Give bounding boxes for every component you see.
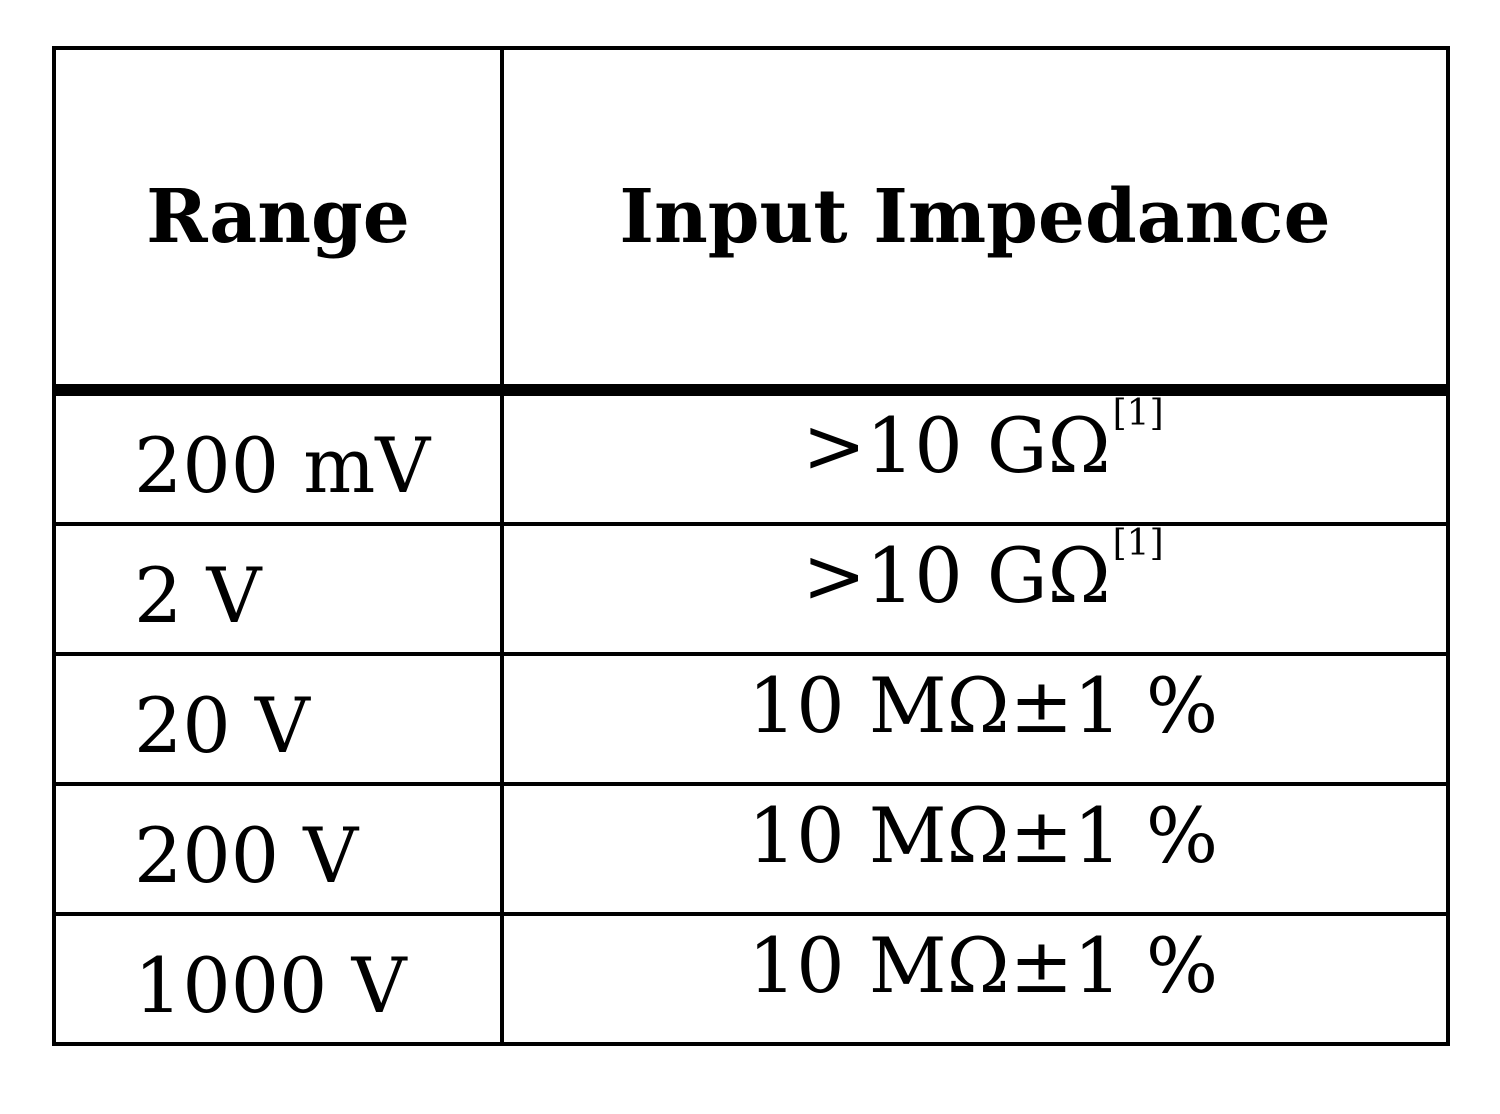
impedance-cell: >10 GΩ[1] <box>500 388 1450 526</box>
column-header-input-impedance: Input Impedance <box>500 46 1450 396</box>
table-row: 200 mV >10 GΩ[1] <box>52 388 1450 526</box>
range-cell: 20 V <box>52 652 504 786</box>
range-value: 20 V <box>134 680 310 770</box>
range-cell: 200 mV <box>52 388 504 526</box>
impedance-value: 10 MΩ±1 % <box>747 920 1219 1010</box>
table-row: 200 V 10 MΩ±1 % <box>52 782 1450 916</box>
impedance-value-wrap: >10 GΩ[1] <box>802 523 1163 620</box>
range-cell: 200 V <box>52 782 504 916</box>
range-value: 200 mV <box>134 420 431 510</box>
footnote-reference: [1] <box>1112 392 1164 434</box>
impedance-cell: >10 GΩ[1] <box>500 522 1450 656</box>
table-row: 2 V >10 GΩ[1] <box>52 522 1450 656</box>
footnote-reference: [1] <box>1112 522 1164 564</box>
impedance-cell: 10 MΩ±1 % <box>500 912 1450 1046</box>
impedance-value-wrap: >10 GΩ[1] <box>802 393 1163 490</box>
impedance-value: 10 MΩ±1 % <box>747 790 1219 880</box>
range-value: 2 V <box>134 550 262 640</box>
table-row: 1000 V 10 MΩ±1 % <box>52 912 1450 1046</box>
table-header-row: Range Input Impedance <box>52 46 1450 396</box>
range-value: 200 V <box>134 810 359 900</box>
range-cell: 2 V <box>52 522 504 656</box>
input-impedance-table: Range Input Impedance 200 mV >10 GΩ[1] 2… <box>52 46 1450 1046</box>
range-cell: 1000 V <box>52 912 504 1046</box>
impedance-value: 10 MΩ±1 % <box>747 660 1219 750</box>
column-header-range: Range <box>52 46 504 396</box>
impedance-cell: 10 MΩ±1 % <box>500 652 1450 786</box>
impedance-value: >10 GΩ <box>802 530 1111 620</box>
table-row: 20 V 10 MΩ±1 % <box>52 652 1450 786</box>
impedance-value: >10 GΩ <box>802 400 1111 490</box>
impedance-cell: 10 MΩ±1 % <box>500 782 1450 916</box>
range-value: 1000 V <box>134 940 407 1030</box>
